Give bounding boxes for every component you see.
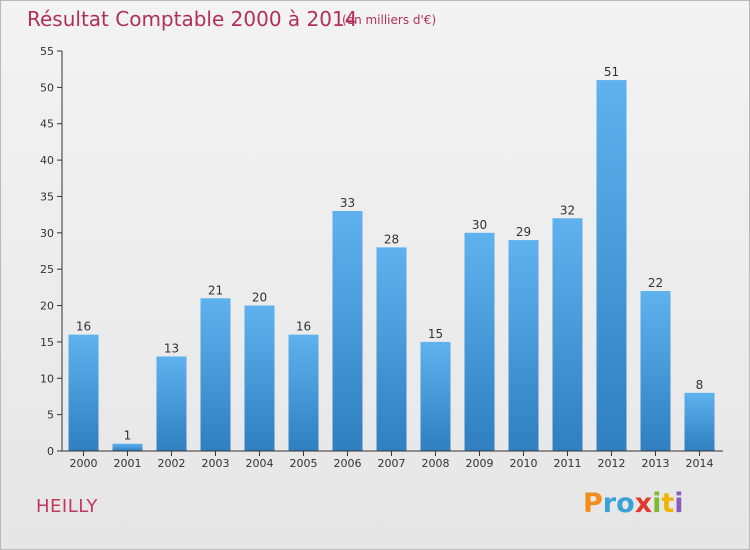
bar xyxy=(508,240,539,451)
bar-value-label: 22 xyxy=(648,276,663,290)
logo-letter: x xyxy=(634,488,653,519)
bar xyxy=(288,334,319,451)
x-tick-label: 2011 xyxy=(554,457,582,470)
bar xyxy=(332,211,363,451)
bar-value-label: 21 xyxy=(208,283,223,297)
x-tick-label: 2014 xyxy=(686,457,714,470)
x-tick-label: 2000 xyxy=(70,457,98,470)
chart-subtitle: (en milliers d'€) xyxy=(342,13,437,27)
bar-value-label: 20 xyxy=(252,291,267,305)
y-axis: 0 5 10 15 20 25 30 35 40 45 50 55 xyxy=(40,45,63,458)
x-tick-label: 2007 xyxy=(378,457,406,470)
x-tick-label: 2006 xyxy=(334,457,362,470)
bar-value-label: 8 xyxy=(696,378,704,392)
bar-value-label: 13 xyxy=(164,341,179,355)
proxiti-logo[interactable]: Proxiti xyxy=(583,488,684,519)
x-tick-label: 2004 xyxy=(246,457,274,470)
bar-value-label: 29 xyxy=(516,225,531,239)
x-tick-label: 2003 xyxy=(202,457,230,470)
bar xyxy=(156,356,187,451)
x-axis: 2000 2001 2002 2003 2004 2005 2006 2007 2008 2009… xyxy=(62,450,723,470)
bar xyxy=(464,232,495,451)
bar xyxy=(68,334,99,451)
logo-letter: r xyxy=(602,488,617,519)
bar xyxy=(640,291,671,451)
bar xyxy=(684,392,715,451)
bar-value-label: 15 xyxy=(428,327,443,341)
chart-title: Résultat Comptable 2000 à 2014 xyxy=(27,7,358,31)
y-tick-label: 55 xyxy=(40,45,54,58)
y-tick-label: 30 xyxy=(40,227,54,240)
bar-value-label: 30 xyxy=(472,218,487,232)
x-tick-label: 2008 xyxy=(422,457,450,470)
bar-value-label: 51 xyxy=(604,65,619,79)
bar-value-label: 1 xyxy=(124,429,132,443)
logo-letter: t xyxy=(661,488,675,519)
bar-value-label: 33 xyxy=(340,196,355,210)
y-tick-label: 5 xyxy=(47,409,54,422)
logo-letter: i xyxy=(652,488,662,519)
x-tick-label: 2012 xyxy=(598,457,626,470)
y-tick-label: 35 xyxy=(40,190,54,203)
bar xyxy=(552,218,583,451)
bar xyxy=(112,443,143,451)
logo-letter: i xyxy=(674,488,684,519)
y-tick-label: 20 xyxy=(40,300,54,313)
x-tick-label: 2002 xyxy=(158,457,186,470)
x-tick-label: 2013 xyxy=(642,457,670,470)
bar xyxy=(244,305,275,451)
bar-value-label: 28 xyxy=(384,232,399,246)
bar-value-label: 16 xyxy=(296,320,311,334)
y-tick-label: 25 xyxy=(40,263,54,276)
bar-value-label: 16 xyxy=(76,320,91,334)
bar xyxy=(376,247,407,451)
y-tick-label: 45 xyxy=(40,118,54,131)
logo-letter: o xyxy=(616,488,635,519)
bar xyxy=(200,298,231,451)
x-tick-label: 2001 xyxy=(114,457,142,470)
bar xyxy=(596,80,627,451)
bars: 16 1 13 21 20 16 33 28 15 30 29 32 51 22 8 xyxy=(68,65,715,451)
x-tick-label: 2010 xyxy=(510,457,538,470)
bar xyxy=(420,341,451,451)
y-tick-label: 10 xyxy=(40,372,54,385)
y-tick-label: 40 xyxy=(40,154,54,167)
y-tick-label: 50 xyxy=(40,81,54,94)
town-name: HEILLY xyxy=(36,496,98,517)
y-tick-label: 0 xyxy=(47,445,54,458)
logo-letter: P xyxy=(583,488,603,519)
bar-value-label: 32 xyxy=(560,203,575,217)
x-tick-label: 2005 xyxy=(290,457,318,470)
x-tick-label: 2009 xyxy=(466,457,494,470)
y-tick-label: 15 xyxy=(40,336,54,349)
